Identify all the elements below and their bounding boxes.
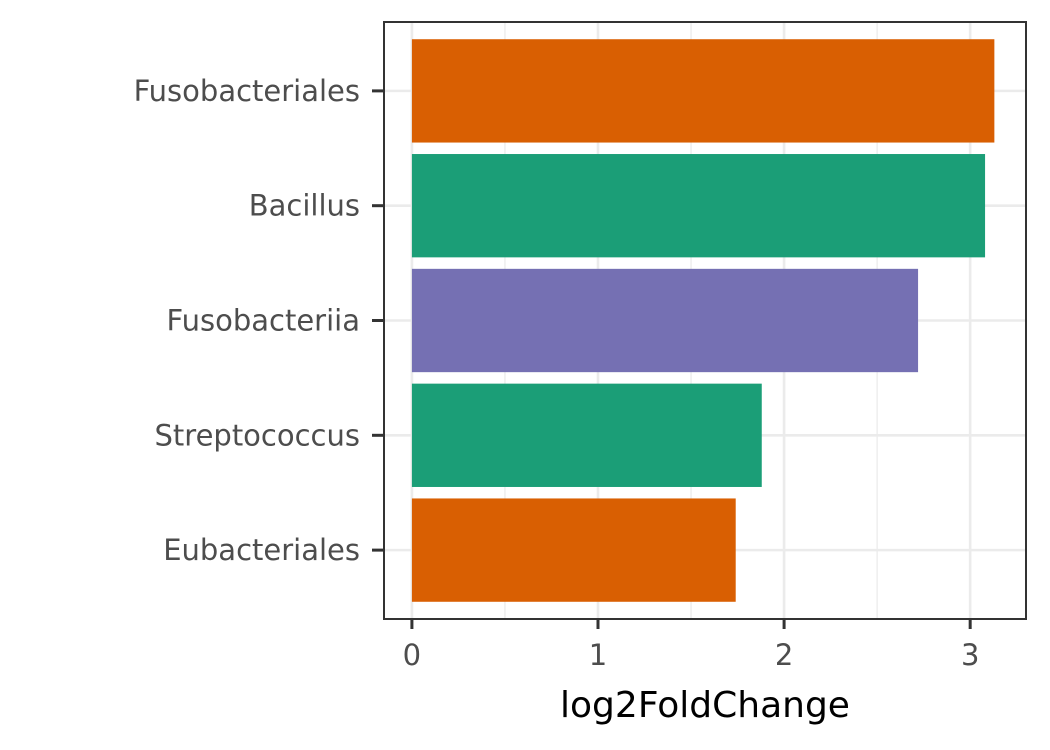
bar-eubacteriales xyxy=(411,498,736,602)
bar-fusobacteriales xyxy=(411,39,995,143)
y-tick-label: Fusobacteriia xyxy=(167,304,360,338)
y-tick-label: Bacillus xyxy=(249,189,360,223)
bars xyxy=(411,39,995,602)
y-tick-label: Eubacteriales xyxy=(163,533,360,567)
y-tick-label: Streptococcus xyxy=(155,418,361,452)
bar-bacillus xyxy=(411,154,986,258)
y-axis: Fusobacteriales Bacillus Fusobacteriia Stre… xyxy=(134,74,384,567)
bar-streptococcus xyxy=(411,383,762,487)
x-tick-label: 2 xyxy=(775,638,793,672)
bar-fusobacteriia xyxy=(411,268,919,373)
x-tick-label: 3 xyxy=(961,638,979,672)
x-tick-label: 0 xyxy=(403,638,421,672)
y-tick-label: Fusobacteriales xyxy=(134,74,360,108)
x-axis: 0 1 2 3 xyxy=(403,619,979,672)
x-tick-label: 1 xyxy=(589,638,607,672)
x-axis-title: log2FoldChange xyxy=(560,685,850,726)
